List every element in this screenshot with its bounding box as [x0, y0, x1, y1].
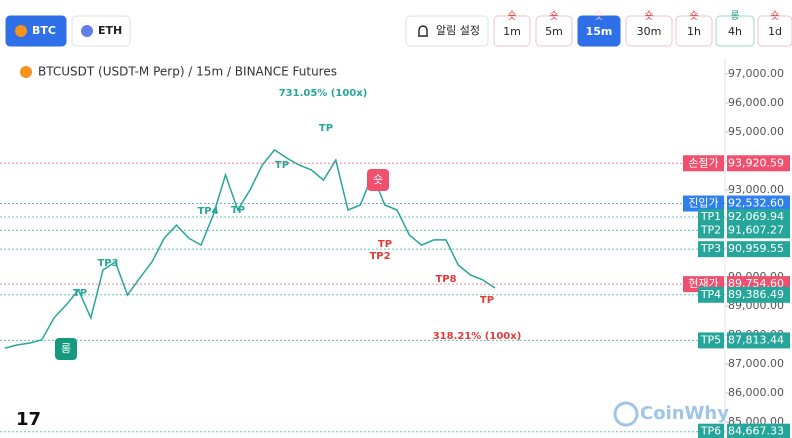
level-value-box [727, 241, 790, 258]
interval-signal: 숏 [594, 10, 603, 22]
interval-button[interactable] [675, 15, 713, 47]
y-tick-label: 96,000.00 [728, 96, 784, 109]
chart-title: BTCUSDT (USDT-M Perp) / 15m / BINANCE Fu… [38, 65, 337, 79]
level-value-box [727, 222, 790, 239]
bell-icon [418, 25, 428, 37]
interval-signal: 숏 [770, 10, 779, 22]
level-name-box [698, 423, 724, 438]
annotation: 731.05% (100x) [279, 88, 368, 99]
annotation: TP [480, 295, 494, 306]
interval-signal: 숏 [644, 10, 653, 22]
level-name-box [683, 155, 724, 172]
watermark-logo [613, 401, 639, 427]
level-value: 91,607.27 [728, 223, 784, 236]
level-name: TP6 [700, 425, 721, 438]
interval-button[interactable] [535, 15, 573, 47]
level-value-box [727, 423, 790, 438]
signal-badge [55, 338, 77, 360]
interval-signal: 숏 [507, 10, 516, 22]
interval-signal: 숏 [549, 10, 558, 22]
alarm-button[interactable] [405, 15, 489, 47]
interval-label: 15m [586, 25, 613, 38]
level-name: TP4 [700, 288, 721, 301]
annotation: TP [378, 239, 392, 250]
level-name: 진입가 [688, 197, 718, 210]
level-name: TP3 [700, 242, 721, 255]
interval-button[interactable] [715, 15, 755, 47]
interval-label: 4h [728, 25, 742, 38]
interval-button[interactable] [625, 15, 673, 47]
level-value-box [727, 286, 790, 303]
level-name-box [698, 286, 724, 303]
level-name-box [683, 195, 724, 212]
level-name: 손절가 [688, 156, 718, 169]
level-value: 93,920.59 [728, 156, 784, 169]
level-value: 92,069.94 [728, 210, 784, 223]
interval-signal: 롱 [730, 10, 739, 22]
level-name: TP1 [700, 210, 721, 223]
interval-signal: 숏 [689, 10, 698, 22]
interval-button[interactable] [493, 15, 531, 47]
interval-label: 5m [545, 25, 563, 38]
level-name-box [698, 241, 724, 258]
level-name: TP5 [700, 333, 721, 346]
interval-label: 1h [687, 25, 701, 38]
btc-icon [20, 66, 32, 78]
annotation: 318.21% (100x) [433, 331, 522, 342]
level-name: TP2 [700, 223, 721, 236]
annotation: TP [73, 288, 87, 299]
signal-badge-label: 숏 [373, 173, 383, 186]
coin-icon [81, 25, 93, 37]
tv-logo: 17 [16, 409, 41, 430]
level-value: 89,386.49 [728, 288, 784, 301]
level-value-box [727, 332, 790, 349]
annotation: TP [319, 123, 333, 134]
y-tick-label: 95,000.00 [728, 125, 784, 138]
level-value: 87,813.44 [728, 333, 784, 346]
alarm-label: 알림 설정 [436, 23, 480, 37]
y-tick-label: 93,000.00 [728, 183, 784, 196]
level-value: 90,959.55 [728, 242, 784, 255]
interval-label: 30m [637, 25, 662, 38]
annotation: TP [231, 205, 245, 216]
y-tick-label: 87,000.00 [728, 357, 784, 370]
coin-button[interactable] [71, 15, 131, 47]
level-value: 84,667.33 [728, 425, 784, 438]
interval-label: 1m [503, 25, 521, 38]
coin-button[interactable] [5, 15, 67, 47]
annotation: TP4 [197, 206, 218, 217]
annotation: TP3 [97, 258, 118, 269]
level-name-box [698, 208, 724, 225]
y-tick-label: 86,000.00 [728, 386, 784, 399]
level-value-box [727, 155, 790, 172]
annotation: TP [275, 160, 289, 171]
level-value: 92,532.60 [728, 197, 784, 210]
annotation: TP8 [435, 274, 456, 285]
level-name-box [698, 222, 724, 239]
coin-icon [15, 25, 27, 37]
interval-label: 1d [768, 25, 782, 38]
level-value-box [727, 208, 790, 225]
level-value-box [727, 195, 790, 212]
watermark: CoinWhy [640, 403, 729, 424]
annotation: TP2 [369, 251, 390, 262]
coin-label: ETH [98, 24, 122, 37]
level-name-box [698, 332, 724, 349]
interval-button[interactable] [577, 15, 621, 47]
signal-badge [367, 169, 389, 191]
signal-badge-label: 롱 [61, 342, 71, 355]
price-line [4, 148, 496, 349]
interval-button[interactable] [757, 15, 792, 47]
coin-label: BTC [32, 24, 56, 37]
y-tick-label: 97,000.00 [728, 67, 784, 80]
